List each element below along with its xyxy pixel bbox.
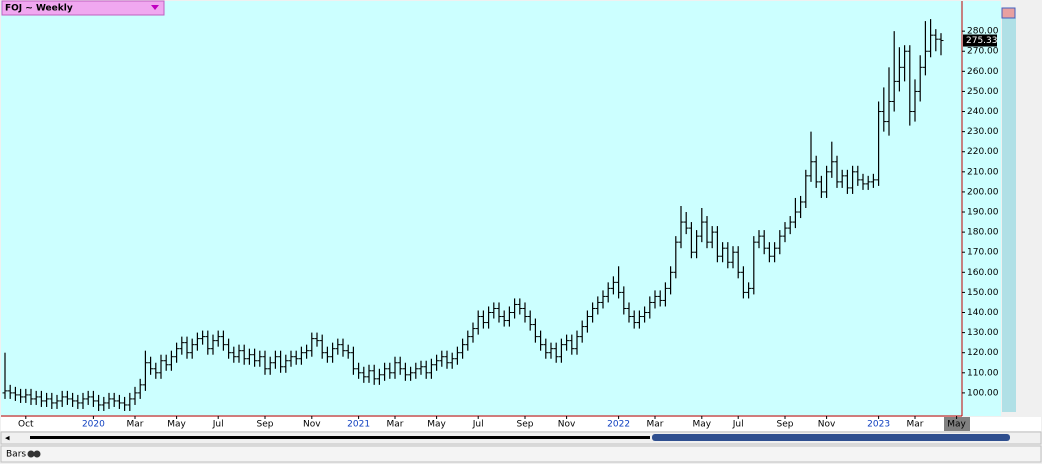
x-tick-label: Nov bbox=[558, 420, 576, 430]
scroll-thumb[interactable] bbox=[652, 434, 1010, 441]
y-tick-label: 130.00 bbox=[967, 328, 999, 338]
y-tick-label: 240.00 bbox=[967, 107, 999, 117]
x-tick-label: Jul bbox=[212, 420, 224, 430]
y-tick-label: 120.00 bbox=[967, 348, 999, 358]
y-tick-label: 110.00 bbox=[967, 368, 999, 378]
y-tick-label: 160.00 bbox=[967, 268, 999, 278]
y-tick-label: 150.00 bbox=[967, 288, 999, 298]
side-strip bbox=[1002, 18, 1016, 412]
y-tick-label: 260.00 bbox=[967, 67, 999, 77]
footer-icon[interactable] bbox=[33, 450, 41, 458]
y-tick-label: 190.00 bbox=[967, 208, 999, 218]
y-tick-label: 180.00 bbox=[967, 228, 999, 238]
footer bbox=[0, 445, 1042, 463]
x-tick-label: Sep bbox=[257, 420, 274, 430]
x-tick-label: 2023 bbox=[867, 420, 890, 430]
scroll-left[interactable]: ◂ bbox=[5, 434, 10, 444]
symbol-title: FOJ ~ Weekly bbox=[5, 4, 73, 14]
x-tick-label: Sep bbox=[517, 420, 534, 430]
scroll-track bbox=[30, 436, 650, 439]
x-tick-label: Jul bbox=[472, 420, 484, 430]
x-tick-label: May bbox=[947, 420, 966, 430]
x-tick-label: 2021 bbox=[347, 420, 370, 430]
x-tick-label: Mar bbox=[387, 420, 404, 430]
dropdown-arrow[interactable] bbox=[151, 5, 159, 10]
x-tick-label: Mar bbox=[127, 420, 144, 430]
x-tick-label: Mar bbox=[647, 420, 664, 430]
x-tick-label: May bbox=[167, 420, 186, 430]
x-tick-label: Sep bbox=[777, 420, 794, 430]
x-tick-label: May bbox=[427, 420, 446, 430]
last-price-box bbox=[963, 34, 997, 47]
x-tick-label: Mar bbox=[907, 420, 924, 430]
y-tick-label: 250.00 bbox=[967, 87, 999, 97]
symbol-box[interactable] bbox=[1, 0, 165, 16]
last-price-label: 275.33 bbox=[966, 36, 998, 46]
plot-area bbox=[1, 1, 1001, 416]
x-tick-label: Oct bbox=[18, 420, 34, 430]
y-tick-label: 220.00 bbox=[967, 147, 999, 157]
x-tick-label: Nov bbox=[303, 420, 321, 430]
x-tick-label: 2022 bbox=[607, 420, 630, 430]
side-button[interactable] bbox=[1001, 7, 1016, 19]
x-tick-label: Jul bbox=[732, 420, 744, 430]
footer-icon[interactable] bbox=[27, 450, 35, 458]
x-tick-label: 2020 bbox=[82, 420, 105, 430]
y-tick-label: 140.00 bbox=[967, 308, 999, 318]
y-tick-label: 170.00 bbox=[967, 248, 999, 258]
y-tick-label: 230.00 bbox=[967, 127, 999, 137]
y-tick-label: 200.00 bbox=[967, 187, 999, 197]
date-band bbox=[1, 417, 1041, 431]
footer-label: Bars bbox=[6, 450, 26, 460]
y-tick-label: 100.00 bbox=[967, 388, 999, 398]
x-tick-label: Nov bbox=[818, 420, 836, 430]
x-tick-label: May bbox=[692, 420, 711, 430]
y-tick-label: 210.00 bbox=[967, 167, 999, 177]
y-tick-label: 280.00 bbox=[967, 27, 999, 37]
date-highlight bbox=[944, 417, 970, 431]
y-tick-label: 270.00 bbox=[967, 47, 999, 57]
